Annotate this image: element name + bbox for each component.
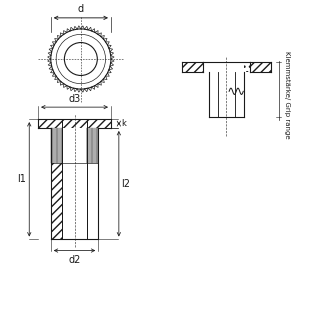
Text: Klemmstärke/ Grip range: Klemmstärke/ Grip range	[284, 51, 291, 138]
Bar	[250, 62, 271, 72]
Text: d2: d2	[68, 255, 81, 265]
Text: l1: l1	[17, 174, 26, 184]
Bar	[38, 119, 111, 128]
Text: k: k	[121, 119, 126, 128]
Bar	[182, 62, 203, 72]
Bar	[244, 62, 250, 72]
Bar	[51, 163, 62, 239]
Text: d: d	[78, 4, 84, 14]
Text: l2: l2	[121, 179, 130, 189]
Text: d3: d3	[68, 94, 81, 104]
